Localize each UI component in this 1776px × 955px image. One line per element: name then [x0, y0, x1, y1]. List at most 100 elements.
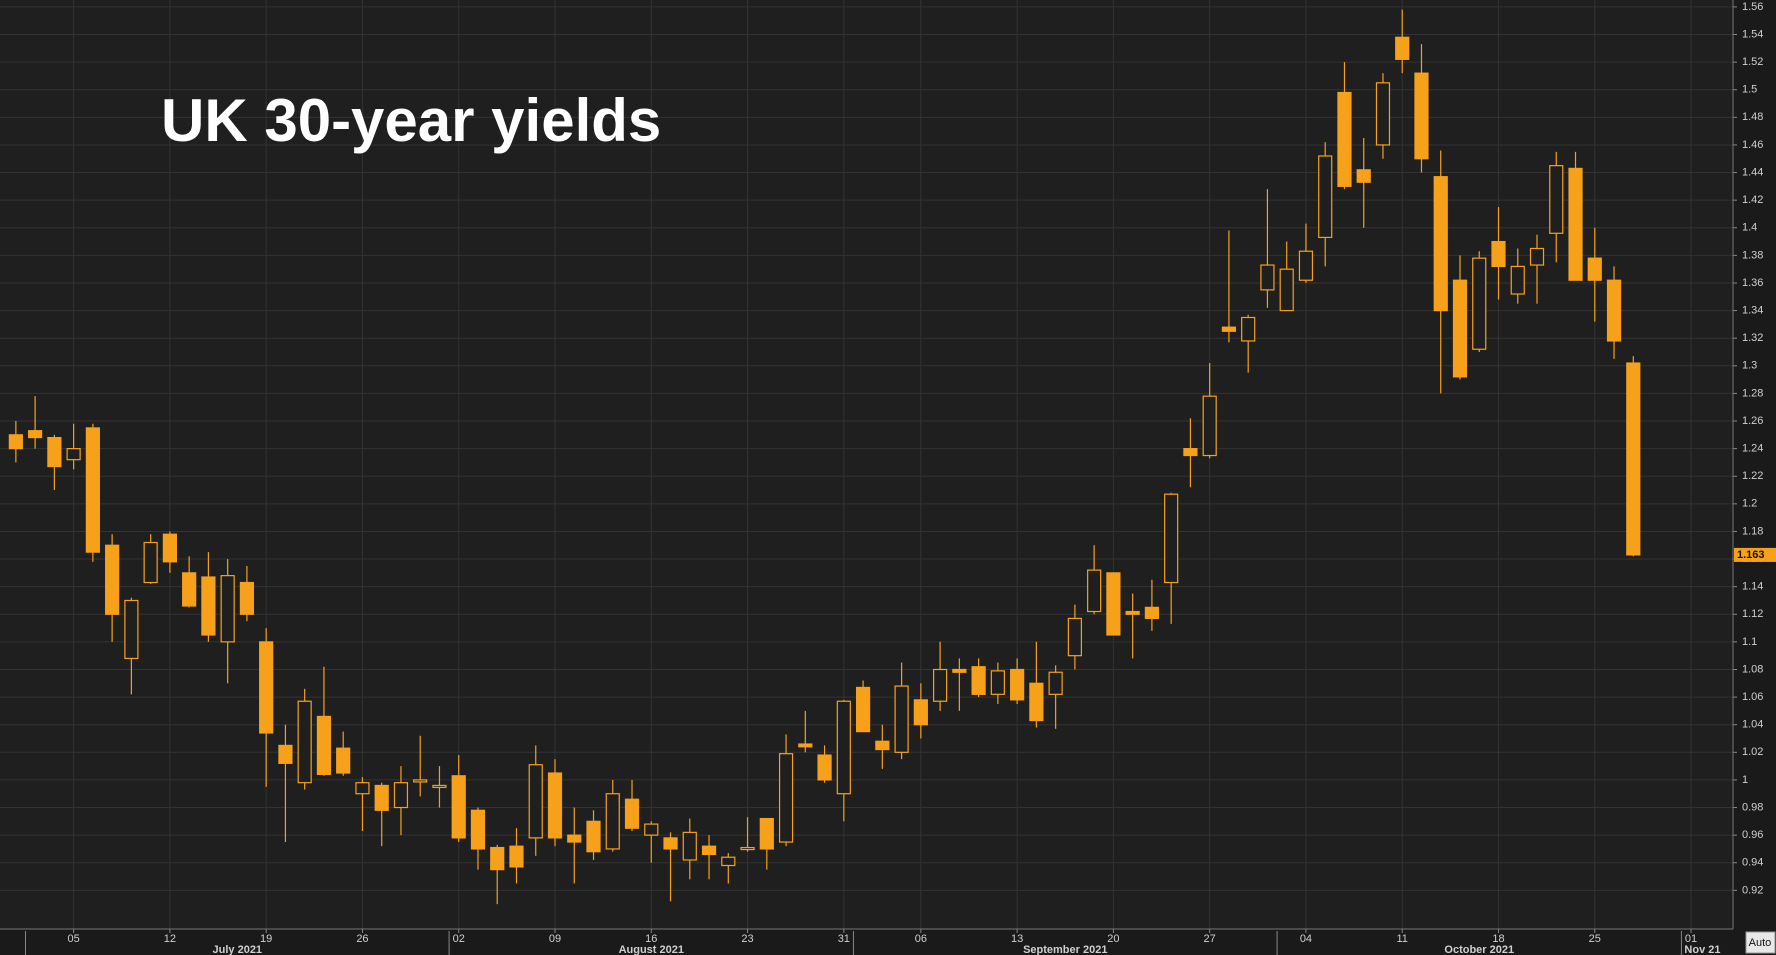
- candle-body: [1472, 257, 1487, 350]
- x-tick-label: 20: [1107, 933, 1119, 945]
- axes: 0.92 0.94 0.96 0.98 1 1.02 1.04 1.06 1.08 1.1 1.12…: [24, 1, 1776, 955]
- y-tick-label: 1.04: [1742, 719, 1763, 731]
- x-tick-label: 11: [1397, 933, 1408, 945]
- candle-body: [1125, 610, 1140, 615]
- candle-body: [1298, 250, 1314, 281]
- y-tick-label: 1.24: [1742, 443, 1763, 455]
- candle-body: [1144, 606, 1160, 620]
- candle-body: [952, 668, 967, 673]
- candle-body: [778, 753, 794, 843]
- x-tick-label: 05: [67, 933, 79, 945]
- candle-body: [1452, 279, 1468, 378]
- candle-body: [1202, 395, 1217, 457]
- candle-body: [432, 784, 447, 789]
- candle-body: [547, 772, 563, 839]
- y-tick-label: 1.5: [1742, 84, 1757, 96]
- y-tick-label: 0.94: [1742, 857, 1763, 869]
- x-tick-label: 09: [549, 933, 561, 945]
- candle-body: [875, 740, 890, 751]
- candle-body: [1510, 265, 1525, 295]
- x-tick-label: 26: [356, 933, 368, 945]
- y-tick-label: 1.36: [1742, 277, 1763, 289]
- y-tick-label: 1.48: [1742, 111, 1763, 123]
- candle-body: [124, 599, 139, 660]
- y-tick-label: 1.02: [1742, 746, 1763, 758]
- candle-body: [28, 430, 43, 439]
- auto-button-label[interactable]: Auto: [1749, 937, 1772, 949]
- candle-body: [1606, 279, 1622, 342]
- y-tick-label: 1.38: [1742, 249, 1763, 261]
- candle-body: [586, 820, 601, 853]
- candle-body: [8, 434, 23, 450]
- x-tick-label: 31: [838, 933, 850, 945]
- candle-body: [1029, 682, 1044, 722]
- month-label: October 2021: [1444, 944, 1514, 955]
- candle-body: [1587, 257, 1602, 281]
- candle-body: [85, 427, 100, 553]
- y-tick-label: 1.44: [1742, 166, 1763, 178]
- candle-body: [1279, 268, 1294, 312]
- y-tick-label: 0.96: [1742, 829, 1763, 841]
- y-tick-label: 1.28: [1742, 387, 1763, 399]
- last-price-box: [1734, 547, 1776, 562]
- candle-body: [1067, 617, 1082, 657]
- candle-body: [1183, 448, 1198, 457]
- candle-body: [297, 700, 312, 784]
- candle-body: [1337, 91, 1352, 187]
- y-tick-label: 0.98: [1742, 801, 1763, 813]
- candle-body: [836, 700, 851, 795]
- y-tick-label: 1.54: [1742, 28, 1763, 40]
- x-axis-panel: [0, 929, 1776, 955]
- y-axis-panel: [1733, 0, 1776, 955]
- candles: [8, 9, 1641, 905]
- candle-body: [239, 581, 255, 615]
- candle-body: [1241, 316, 1256, 342]
- auto-button[interactable]: Auto: [1745, 931, 1776, 954]
- x-tick-label: 18: [1492, 933, 1504, 945]
- candle-body: [721, 856, 736, 867]
- candle-body: [1529, 247, 1545, 266]
- candle-body: [1375, 82, 1391, 146]
- candle-body: [1010, 668, 1025, 701]
- grid: [0, 0, 1733, 929]
- candle-body: [316, 715, 332, 775]
- x-tick-label: 02: [453, 933, 465, 945]
- candle-body: [701, 845, 717, 856]
- candle-body: [105, 544, 120, 615]
- y-tick-label: 1.4: [1742, 222, 1757, 234]
- x-tick-label: 13: [1011, 933, 1023, 945]
- candle-body: [682, 831, 697, 861]
- candle-body: [798, 743, 813, 748]
- month-label: July 2021: [213, 944, 263, 955]
- x-tick-label: 06: [915, 933, 927, 945]
- month-label: September 2021: [1023, 944, 1107, 955]
- candle-body: [605, 793, 620, 850]
- candle-body: [855, 686, 871, 733]
- month-label: Nov 21: [1684, 944, 1720, 955]
- candle-body: [355, 782, 370, 795]
- candle-body: [1106, 572, 1121, 636]
- candle-body: [1414, 72, 1429, 160]
- y-tick-label: 1.2: [1742, 498, 1757, 510]
- candle-body: [259, 641, 274, 734]
- last-price-label: 1.163: [1737, 549, 1765, 561]
- x-tick-label: 01: [1685, 933, 1697, 945]
- candle-body: [1356, 169, 1371, 183]
- candle-body: [374, 784, 389, 811]
- candle-body: [1221, 326, 1237, 332]
- y-tick-label: 1.12: [1742, 608, 1763, 620]
- candle-body: [66, 448, 81, 461]
- candle-body: [1087, 569, 1102, 613]
- candle-body: [644, 823, 659, 836]
- candle-body: [1491, 240, 1506, 268]
- y-tick-label: 1.52: [1742, 56, 1763, 68]
- y-tick-label: 1.26: [1742, 415, 1763, 427]
- x-tick-label: 25: [1589, 933, 1601, 945]
- auto-button-box[interactable]: [1745, 931, 1776, 954]
- candle-body: [624, 798, 640, 829]
- y-tick-label: 1.46: [1742, 139, 1763, 151]
- candle-body: [894, 685, 909, 753]
- candle-body: [1433, 176, 1448, 312]
